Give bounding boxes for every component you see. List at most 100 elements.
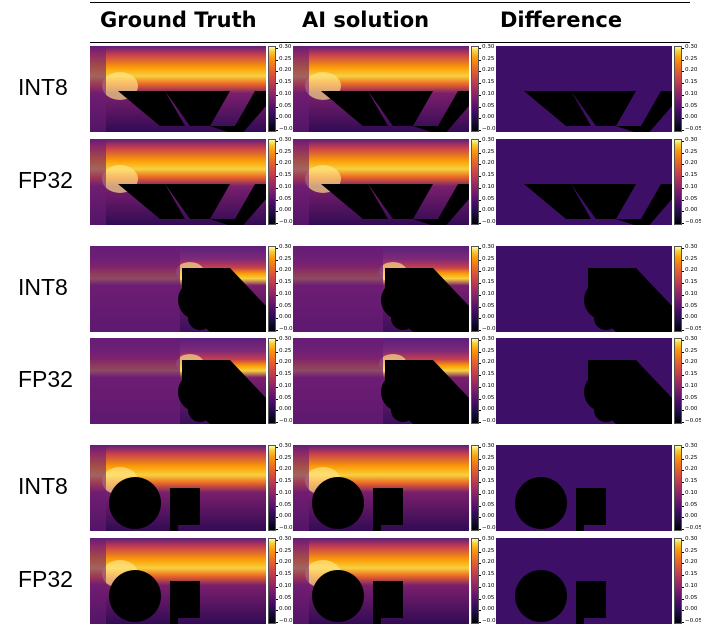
colorbar-tick-label: 0.20 — [685, 67, 698, 73]
colorbar-tick-mark — [682, 60, 684, 61]
field-plot-svg — [496, 338, 672, 424]
colorbar-tick-mark — [479, 107, 481, 108]
colorbar-tick-label: 0.15 — [685, 571, 698, 577]
colorbar-tick-label: 0.00 — [482, 513, 495, 519]
colorbar-tick-label: 0.05 — [685, 395, 698, 401]
colorbar-tick-mark — [276, 260, 278, 261]
upstream-region — [293, 338, 383, 424]
colorbar-tick-mark — [276, 587, 278, 588]
colorbar-tick-mark — [479, 340, 481, 341]
colorbar-tick-mark — [479, 529, 481, 530]
colorbar-tick-mark — [682, 410, 684, 411]
colorbar-tick-label: 0.05 — [482, 395, 495, 401]
obstacle-shape — [312, 477, 364, 529]
obstacle-shape — [584, 96, 604, 116]
colorbar-tick-label: 0.15 — [685, 172, 698, 178]
colorbar-tick-mark — [479, 470, 481, 471]
colorbar-tick-mark — [479, 188, 481, 189]
colorbar-tick-label: 0.00 — [482, 606, 495, 612]
upstream-region — [90, 338, 180, 424]
row-label: INT8 — [18, 274, 68, 300]
obstacle-shape — [118, 91, 185, 126]
colorbar-tick-mark — [276, 164, 278, 165]
colorbar-tick-label: 0.25 — [279, 149, 292, 155]
colorbar-tick-label: 0.05 — [685, 303, 698, 309]
colorbar-tick-mark — [479, 271, 481, 272]
field-plot-ai-solution-row-1 — [293, 46, 469, 136]
colorbar-tick-label: 0.20 — [685, 359, 698, 365]
colorbar-tick-mark — [479, 307, 481, 308]
colorbar-tick-label: 0.05 — [685, 196, 698, 202]
colorbar-tick-mark — [682, 107, 684, 108]
colorbar — [471, 139, 479, 225]
colorbar-tick-label: 0.30 — [279, 44, 292, 50]
top-rule — [90, 2, 690, 3]
colorbar-tick-mark — [479, 83, 481, 84]
field-plot-svg — [496, 445, 672, 531]
colorbar-tick-label: 0.10 — [685, 91, 698, 97]
colorbar — [674, 139, 682, 225]
field-plot-svg — [496, 246, 672, 332]
colorbar-tick-mark — [682, 318, 684, 319]
colorbar-tick-label: 0.25 — [685, 455, 698, 461]
field-plot-ground-truth-row-1 — [90, 46, 266, 136]
field-plot-svg — [293, 538, 469, 624]
obstacle-shape — [321, 91, 388, 126]
colorbar-tick-label: 0.00 — [685, 207, 698, 213]
obstacle-shape — [584, 189, 604, 209]
colorbar-tick-mark — [479, 60, 481, 61]
colorbar-tick-label: −0.05 — [482, 219, 500, 225]
colorbar-tick-label: 0.05 — [685, 502, 698, 508]
colorbar — [471, 445, 479, 531]
colorbar-tick-label: 0.00 — [685, 406, 698, 412]
colorbar-tick-mark — [682, 563, 684, 564]
colorbar-tick-label: 0.00 — [482, 406, 495, 412]
colorbar-tick-mark — [276, 211, 278, 212]
colorbar-tick-mark — [276, 95, 278, 96]
colorbar-tick-mark — [479, 459, 481, 460]
colorbar-tick-mark — [479, 211, 481, 212]
colorbar-tick-mark — [276, 176, 278, 177]
colorbar-tick-mark — [479, 318, 481, 319]
colorbar-tick-mark — [682, 260, 684, 261]
upstream-region — [90, 445, 106, 531]
colorbar-tick-label: 0.30 — [685, 244, 698, 250]
colorbar-tick-mark — [276, 470, 278, 471]
colorbar-tick-label: 0.15 — [279, 172, 292, 178]
field-plot-ai-solution-row-2 — [293, 139, 469, 229]
colorbar-tick-mark — [479, 248, 481, 249]
colorbar — [674, 246, 682, 332]
colorbar — [268, 46, 276, 132]
colorbar-tick-label: 0.05 — [482, 196, 495, 202]
colorbar-tick-mark — [276, 622, 278, 623]
colorbar — [674, 445, 682, 531]
colorbar-tick-mark — [479, 153, 481, 154]
obstacle-shape — [109, 477, 161, 529]
colorbar-tick-mark — [479, 422, 481, 423]
colorbar-tick-label: −0.05 — [279, 618, 297, 624]
colorbar-tick-label: 0.05 — [482, 303, 495, 309]
colorbar-tick-mark — [479, 200, 481, 201]
field-plot-svg — [293, 139, 469, 229]
colorbar-tick-label: 0.25 — [482, 56, 495, 62]
upstream-region — [90, 46, 106, 132]
colorbar-tick-mark — [276, 130, 278, 131]
colorbar — [268, 139, 276, 225]
colorbar-tick-mark — [479, 494, 481, 495]
colorbar-tick-mark — [479, 447, 481, 448]
colorbar — [268, 338, 276, 424]
colorbar-tick-mark — [276, 529, 278, 530]
colorbar-tick-label: −0.05 — [685, 219, 701, 225]
colorbar-tick-mark — [682, 164, 684, 165]
colorbar-tick-label: 0.00 — [685, 114, 698, 120]
colorbar-tick-label: 0.00 — [279, 406, 292, 412]
obstacle-shape — [381, 96, 401, 116]
colorbar-tick-mark — [276, 48, 278, 49]
field-plot-ground-truth-row-4 — [90, 338, 266, 424]
field-plot-svg — [293, 338, 469, 424]
obstacle-shape — [576, 488, 606, 531]
colorbar — [268, 246, 276, 332]
obstacle-shape — [188, 306, 212, 330]
colorbar-tick-label: −0.05 — [482, 418, 500, 424]
colorbar-tick-mark — [276, 459, 278, 460]
